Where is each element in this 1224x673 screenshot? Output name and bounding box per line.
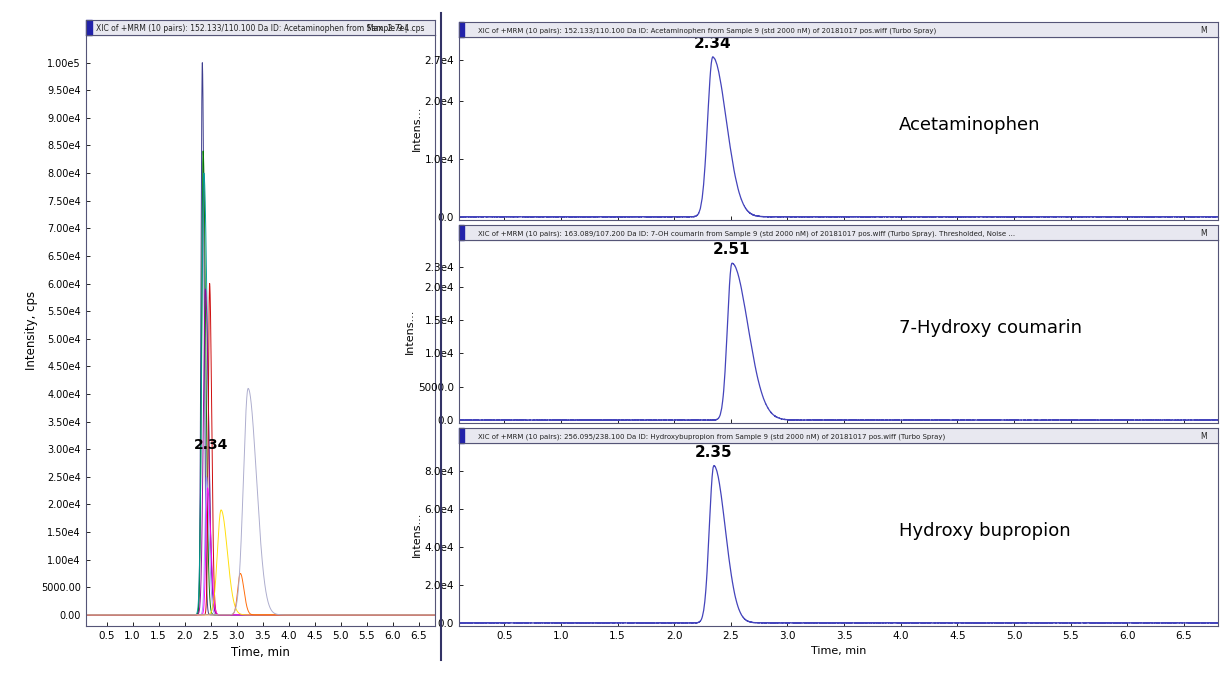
Text: XIC of +MRM (10 pairs): 256.095/238.100 Da ID: Hydroxybupropion from Sample 9 (s: XIC of +MRM (10 pairs): 256.095/238.100 … xyxy=(477,433,945,439)
Text: 2.34: 2.34 xyxy=(694,36,732,51)
Text: XIC of +MRM (10 pairs): 152.133/110.100 Da ID: Acetaminophen from Sample 9 (std : XIC of +MRM (10 pairs): 152.133/110.100 … xyxy=(477,27,936,34)
Text: XIC of +MRM (10 pairs): 152.133/110.100 Da ID: Acetaminophen from Sample 9 |...: XIC of +MRM (10 pairs): 152.133/110.100 … xyxy=(97,24,415,33)
X-axis label: Time, min: Time, min xyxy=(230,646,290,660)
Y-axis label: Intens...: Intens... xyxy=(411,106,422,151)
Text: 2.35: 2.35 xyxy=(695,444,733,460)
Text: M: M xyxy=(1200,229,1207,238)
X-axis label: Time, min: Time, min xyxy=(810,240,867,250)
Text: Hydroxy bupropion: Hydroxy bupropion xyxy=(900,522,1071,540)
Text: M: M xyxy=(1200,432,1207,441)
Y-axis label: Intens...: Intens... xyxy=(411,511,422,557)
Text: Max. 2.7e4 cps: Max. 2.7e4 cps xyxy=(366,24,424,33)
Bar xyxy=(459,428,464,443)
Y-axis label: Intensity, cps: Intensity, cps xyxy=(26,291,38,370)
Text: 2.34: 2.34 xyxy=(193,438,229,452)
X-axis label: Time, min: Time, min xyxy=(810,646,867,656)
Text: XIC of +MRM (10 pairs): 163.089/107.200 Da ID: 7-OH coumarin from Sample 9 (std : XIC of +MRM (10 pairs): 163.089/107.200 … xyxy=(477,230,1015,237)
Bar xyxy=(86,20,92,35)
X-axis label: Time, min: Time, min xyxy=(810,444,867,454)
Text: Acetaminophen: Acetaminophen xyxy=(900,116,1040,134)
Bar xyxy=(459,225,464,240)
Bar xyxy=(459,22,464,37)
Text: 7-Hydroxy coumarin: 7-Hydroxy coumarin xyxy=(900,319,1082,336)
Text: M: M xyxy=(1200,26,1207,35)
Text: 2.51: 2.51 xyxy=(714,242,750,257)
Y-axis label: Intens...: Intens... xyxy=(405,309,415,354)
